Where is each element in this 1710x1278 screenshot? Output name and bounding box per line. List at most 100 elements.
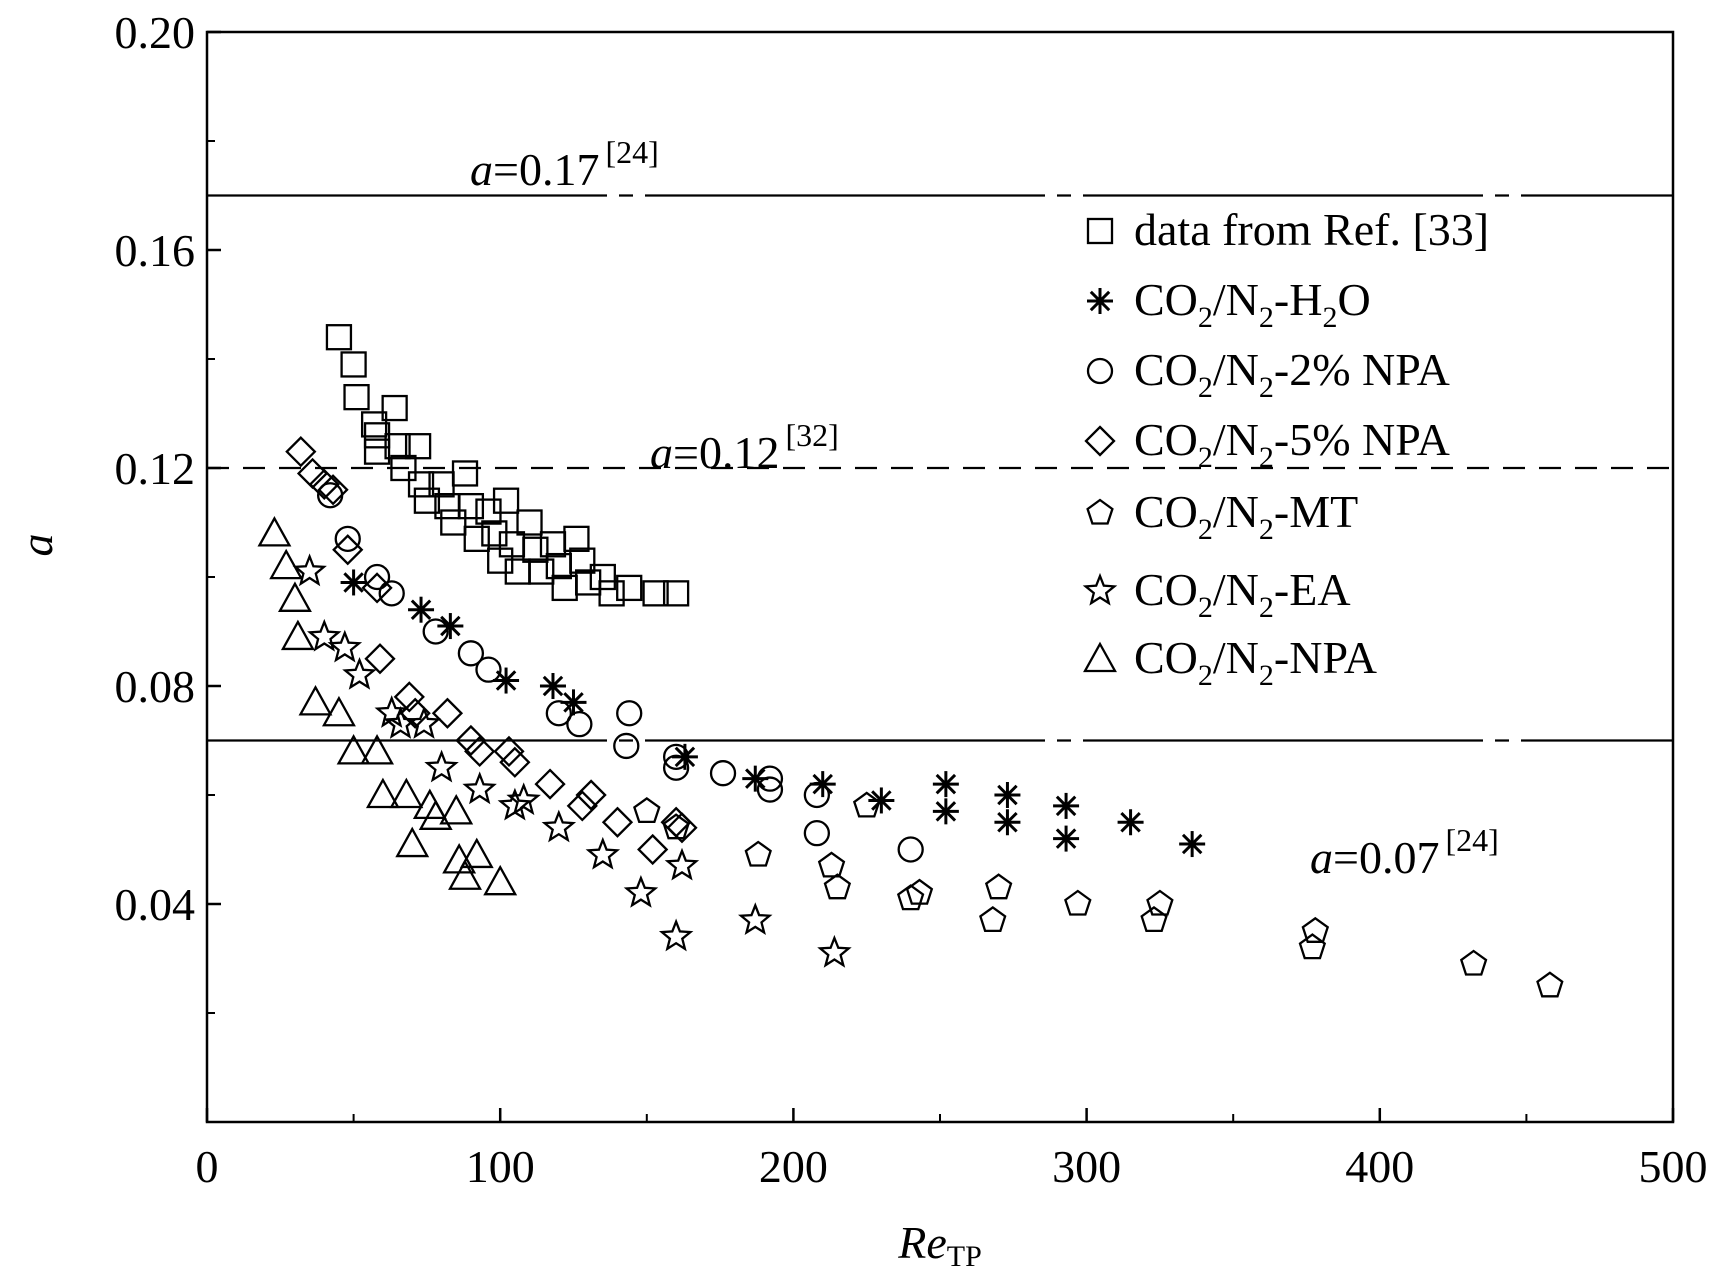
data-point (1053, 825, 1080, 852)
x-tick-label: 500 (1639, 1141, 1708, 1192)
legend-label: CO2/N2-5% NPA (1134, 414, 1450, 474)
legend-label: data from Ref. [33] (1134, 204, 1489, 255)
data-point (406, 706, 442, 739)
data-point (516, 509, 543, 536)
data-point (440, 509, 467, 536)
data-point (393, 681, 425, 713)
legend-marker (1086, 498, 1114, 525)
y-tick-label: 0.04 (115, 879, 196, 930)
data-point (744, 840, 772, 867)
data-point (340, 351, 367, 378)
series-2 (316, 482, 924, 863)
legend-label: CO2/N2-MT (1134, 486, 1358, 546)
data-point (340, 569, 367, 596)
reference-lines (207, 194, 1673, 742)
data-point (395, 826, 430, 858)
data-point (365, 777, 400, 809)
data-point (598, 580, 625, 607)
data-point (932, 798, 959, 825)
data-point (896, 884, 925, 911)
data-point (308, 468, 340, 500)
data-point (563, 525, 590, 552)
data-point (566, 711, 593, 738)
data-point (1298, 933, 1327, 960)
data-point (278, 581, 312, 612)
legend-label: CO2/N2-H2O (1134, 274, 1371, 334)
x-tick-label: 0 (196, 1141, 219, 1192)
data-point (551, 574, 578, 602)
x-tick-label: 400 (1345, 1141, 1414, 1192)
data-point (528, 558, 555, 585)
data-point (868, 787, 895, 814)
data-point (541, 809, 577, 843)
data-point (817, 851, 846, 878)
legend-item: data from Ref. [33] (1086, 204, 1489, 255)
data-point (457, 640, 485, 667)
legend-item: CO2/N2-NPA (1083, 632, 1377, 692)
data-point (1459, 949, 1488, 976)
reference-line-label: a=0.12 [32] (650, 417, 839, 478)
data-point (257, 516, 292, 547)
data-point (1117, 809, 1144, 836)
legend-marker (1086, 357, 1114, 385)
data-point (585, 836, 621, 870)
data-point (336, 734, 371, 765)
data-point (437, 613, 464, 640)
data-point (637, 833, 669, 866)
data-point (1053, 792, 1080, 819)
x-tick-label: 100 (466, 1141, 535, 1192)
data-point (994, 809, 1021, 836)
data-point (307, 618, 342, 652)
data-point (1146, 889, 1174, 916)
data-point (364, 643, 396, 675)
data-point (332, 534, 364, 566)
data-point (616, 700, 643, 727)
legend-marker (1083, 641, 1117, 673)
data-point (493, 735, 525, 768)
legend-item: CO2/N2-MT (1086, 486, 1358, 546)
data-point (642, 580, 669, 607)
legend: data from Ref. [33] CO2/N2-H2O CO2/N2-2% N… (1082, 204, 1489, 692)
data-point (408, 596, 435, 623)
x-tick-label: 200 (759, 1141, 828, 1192)
data-point (492, 487, 520, 514)
data-point (709, 760, 737, 787)
legend-item: CO2/N2-2% NPA (1086, 344, 1450, 404)
data-point (756, 776, 784, 803)
data-point (325, 324, 353, 351)
data-point (1064, 889, 1092, 916)
y-tick-label: 0.08 (115, 661, 196, 712)
data-point (984, 873, 1013, 900)
series-3 (285, 436, 698, 866)
data-point (381, 394, 408, 422)
data-point (534, 768, 566, 800)
series-6 (257, 516, 518, 896)
data-point (462, 771, 497, 805)
x-axis-label: ReTP (897, 1217, 982, 1273)
data-point (384, 433, 411, 460)
data-point (994, 782, 1021, 808)
data-point (662, 813, 690, 840)
data-point (506, 782, 541, 816)
data-point (1301, 916, 1330, 943)
data-point (575, 779, 607, 811)
data-point (475, 656, 502, 683)
axis-ticks: 0 100 200 300 400 500 0.04 0.08 0.12 0.16 0.20 (115, 7, 1708, 1192)
legend-label: CO2/N2-2% NPA (1134, 344, 1450, 404)
data-point (334, 525, 361, 552)
data-point (361, 572, 393, 604)
data-point (342, 656, 377, 690)
y-tick-label: 0.20 (115, 7, 196, 58)
data-point (363, 563, 391, 591)
data-point (424, 749, 459, 783)
data-point (413, 487, 441, 514)
data-point (803, 781, 831, 809)
legend-label: CO2/N2-EA (1134, 564, 1351, 624)
data-point (979, 905, 1007, 933)
data-point (613, 732, 640, 760)
data-point (407, 471, 435, 498)
legend-marker (1084, 425, 1116, 457)
data-point (522, 536, 549, 563)
legend-item: CO2/N2-EA (1082, 564, 1351, 624)
data-point (499, 746, 531, 778)
